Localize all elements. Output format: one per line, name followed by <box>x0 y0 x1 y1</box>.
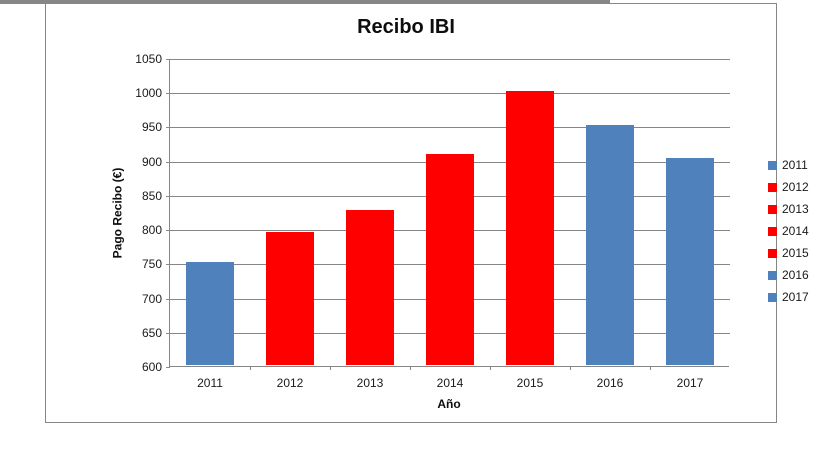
y-axis-tick-label: 700 <box>141 291 162 306</box>
x-axis-tick-label-2011: 2011 <box>197 376 223 390</box>
y-axis-tick <box>166 332 170 334</box>
x-axis-title: Año <box>437 397 461 411</box>
chart-legend: 2011 2012 2013 2014 2015 2016 2017 <box>768 154 818 308</box>
x-axis-tick <box>410 366 411 370</box>
legend-label: 2016 <box>782 268 809 282</box>
chart-frame: Recibo IBI Pago Recibo (€) 600 650 700 750 8… <box>45 3 809 423</box>
bar-2012[interactable] <box>266 231 314 365</box>
y-axis-tick <box>166 127 170 129</box>
legend-swatch-icon <box>768 226 777 236</box>
x-axis-tick-label-2012: 2012 <box>276 376 304 390</box>
y-axis-tick <box>166 93 170 95</box>
x-axis-tick-label-2017: 2017 <box>676 376 704 390</box>
legend-swatch-icon <box>768 204 777 214</box>
y-axis-tick-label: 650 <box>141 325 162 340</box>
x-axis-tick-label-2014: 2014 <box>436 376 464 390</box>
legend-item-2016[interactable]: 2016 <box>768 264 818 286</box>
legend-swatch-icon <box>768 270 777 280</box>
chart-title: Recibo IBI <box>357 16 455 38</box>
x-axis-tick <box>570 366 571 370</box>
legend-label: 2015 <box>782 246 809 260</box>
y-axis-tick-label: 1000 <box>135 86 162 101</box>
legend-item-2017[interactable]: 2017 <box>768 286 818 308</box>
y-axis-tick-label: 750 <box>141 257 162 272</box>
y-axis-tick <box>166 195 170 197</box>
y-axis-tick-label: 800 <box>141 223 162 238</box>
bar-2017[interactable] <box>666 157 714 365</box>
legend-swatch-icon <box>768 182 777 192</box>
legend-item-2014[interactable]: 2014 <box>768 220 818 242</box>
bar-2011[interactable] <box>186 261 234 365</box>
y-axis-tick <box>166 367 170 368</box>
gridline <box>170 93 730 95</box>
y-axis-tick <box>166 264 170 266</box>
legend-swatch-icon <box>768 292 777 302</box>
legend-item-2012[interactable]: 2012 <box>768 176 818 198</box>
y-axis-tick <box>166 161 170 163</box>
y-axis-tick-label: 1050 <box>135 52 162 66</box>
y-axis-title-label: Pago Recibo (€) <box>110 167 124 259</box>
y-axis-tick <box>166 59 170 60</box>
y-axis-tick-label: 850 <box>141 188 162 203</box>
x-axis-tick <box>250 366 251 370</box>
bar-2013[interactable] <box>346 209 394 365</box>
x-axis-tick <box>650 366 651 370</box>
bar-2015[interactable] <box>506 91 554 365</box>
legend-label: 2012 <box>782 180 809 194</box>
gridline <box>170 59 730 60</box>
bar-2016[interactable] <box>586 125 634 365</box>
y-axis-tick <box>166 230 170 232</box>
x-axis-tick <box>490 366 491 370</box>
legend-label: 2011 <box>782 158 808 172</box>
y-axis-tick-label: 900 <box>141 154 162 169</box>
gridline <box>170 127 730 129</box>
x-axis-tick-label-2016: 2016 <box>596 376 624 390</box>
y-axis-tick <box>166 298 170 300</box>
x-axis-tick-label-2015: 2015 <box>516 376 544 390</box>
x-axis-tick <box>330 366 331 370</box>
legend-item-2011[interactable]: 2011 <box>768 154 818 176</box>
legend-item-2015[interactable]: 2015 <box>768 242 818 264</box>
legend-swatch-icon <box>768 160 777 170</box>
y-axis-title: Pago Recibo (€) <box>109 59 125 367</box>
legend-label: 2014 <box>782 224 809 238</box>
legend-swatch-icon <box>768 248 777 258</box>
plot-area: 600 650 700 750 800 850 900 950 1000 1050 2011 2012… <box>135 52 730 390</box>
y-axis-tick-label: 600 <box>141 360 162 374</box>
top-grey-band <box>0 0 610 4</box>
x-axis-tick-label-2013: 2013 <box>356 376 384 390</box>
legend-item-2013[interactable]: 2013 <box>768 198 818 220</box>
legend-label: 2013 <box>782 202 809 216</box>
legend-label: 2017 <box>782 290 809 304</box>
bar-2014[interactable] <box>426 154 474 365</box>
y-axis-tick-label: 950 <box>141 120 162 135</box>
